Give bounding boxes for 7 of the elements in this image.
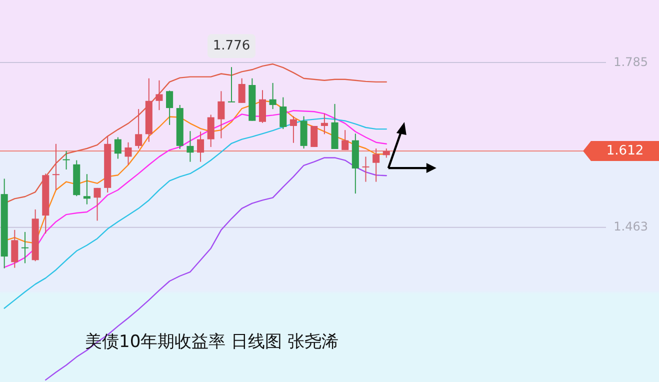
line-series [45, 157, 387, 381]
annotation: 1.776 [208, 34, 256, 58]
annotation: 1.776 [212, 38, 250, 54]
ref-line-label: 1.612 [606, 144, 644, 159]
y-tick-label: 1.785 [614, 54, 648, 69]
ref-line: 1.612 [0, 141, 659, 162]
y-tick-label: 1.463 [614, 220, 648, 234]
